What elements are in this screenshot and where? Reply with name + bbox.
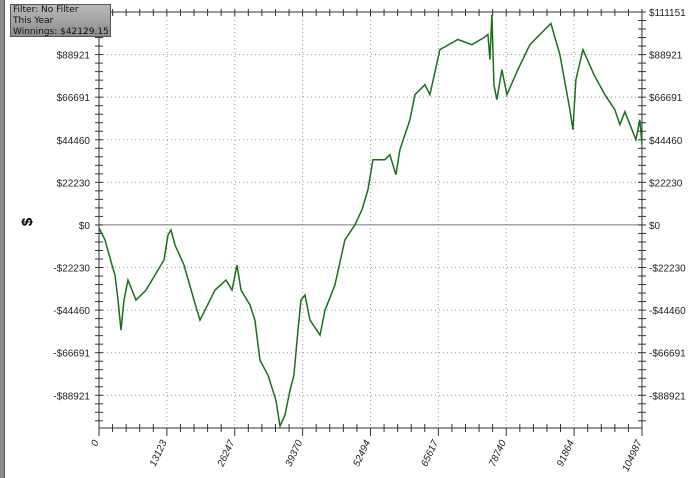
y-tick-label: $88921	[57, 51, 91, 62]
y-tick-labels-right: $111151 $88921 $66691 $44460 $22230 $0 -$22230…	[649, 8, 686, 402]
filter-label: Filter: No Filter	[13, 5, 79, 15]
x-tick-label: 78740	[487, 438, 509, 468]
x-tick-label: 91864	[555, 438, 577, 468]
y-tick-label: -$44460	[649, 306, 686, 317]
y-tick-label: $66691	[57, 93, 91, 104]
x-tick-label: 65617	[419, 438, 441, 468]
y-tick-label: -$88921	[649, 391, 686, 402]
y-tick-label: $44460	[57, 136, 91, 147]
winnings-line	[98, 14, 643, 429]
x-tick-label: 52494	[351, 438, 373, 468]
y-tick-label: -$22230	[649, 264, 686, 275]
y-tick-label: -$22230	[53, 264, 90, 275]
y-tick-label: -$88921	[53, 391, 90, 402]
x-tick-label: 39370	[284, 438, 306, 468]
y-axis-label: $	[19, 217, 36, 226]
y-tick-label: -$66691	[649, 349, 686, 360]
y-tick-label: $88921	[649, 51, 683, 62]
x-tick-label: 0	[89, 438, 102, 448]
y-tick-labels-left: $88921 $66691 $44460 $22230 $0 -$22230 -$44460…	[53, 51, 90, 403]
window-edge	[0, 0, 5, 478]
x-tick-label: 13123	[148, 438, 170, 468]
winnings-label: Winnings: $42129.15	[13, 27, 109, 37]
x-tick-label: 26247	[215, 438, 237, 469]
y-tick-label: $66691	[649, 93, 683, 104]
y-tick-label: $0	[79, 221, 91, 232]
x-tick-labels: 0 13123 26247 39370 52494 65617 78740 91864 1049…	[89, 438, 645, 473]
filter-info-box: Filter: No Filter This Year Winnings: $4…	[10, 4, 111, 37]
period-label: This Year	[13, 16, 54, 26]
y-tick-label: $111151	[649, 8, 686, 19]
y-tick-label: $22230	[57, 178, 91, 189]
x-tick-label: 104987	[621, 438, 645, 473]
y-tick-label: -$66691	[53, 349, 90, 360]
y-tick-label: $44460	[649, 136, 683, 147]
y-tick-label: $22230	[649, 178, 683, 189]
y-tick-label: -$44460	[53, 306, 90, 317]
grid	[99, 12, 642, 428]
y-tick-label: $0	[649, 221, 661, 232]
